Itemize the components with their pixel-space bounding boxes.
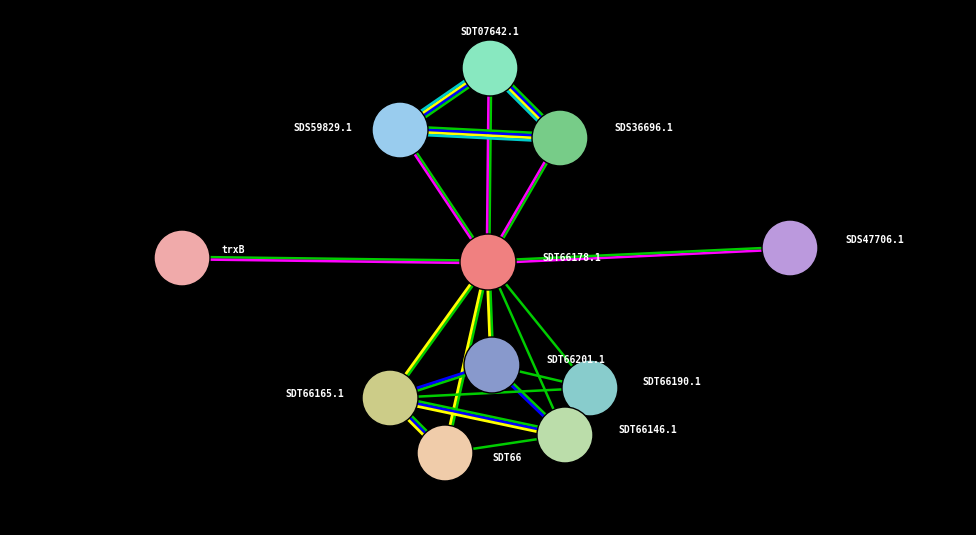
Circle shape [154, 230, 210, 286]
Text: SDS36696.1: SDS36696.1 [614, 123, 672, 133]
Text: trxB: trxB [222, 245, 246, 255]
Circle shape [462, 40, 518, 96]
Circle shape [532, 110, 588, 166]
Circle shape [372, 102, 428, 158]
Text: SDT66165.1: SDT66165.1 [285, 389, 344, 399]
Circle shape [537, 407, 593, 463]
Text: SDT66: SDT66 [492, 453, 521, 463]
Circle shape [417, 425, 473, 481]
Circle shape [460, 234, 516, 290]
Text: SDT66201.1: SDT66201.1 [546, 355, 605, 365]
Text: SDT66190.1: SDT66190.1 [642, 377, 701, 387]
Circle shape [464, 337, 520, 393]
Text: SDT66178.1: SDT66178.1 [542, 253, 601, 263]
Text: SDS47706.1: SDS47706.1 [845, 235, 904, 245]
Text: SDS59829.1: SDS59829.1 [293, 123, 352, 133]
Text: SDT66146.1: SDT66146.1 [618, 425, 676, 435]
Circle shape [562, 360, 618, 416]
Circle shape [362, 370, 418, 426]
Text: SDT07642.1: SDT07642.1 [461, 27, 519, 37]
Circle shape [762, 220, 818, 276]
